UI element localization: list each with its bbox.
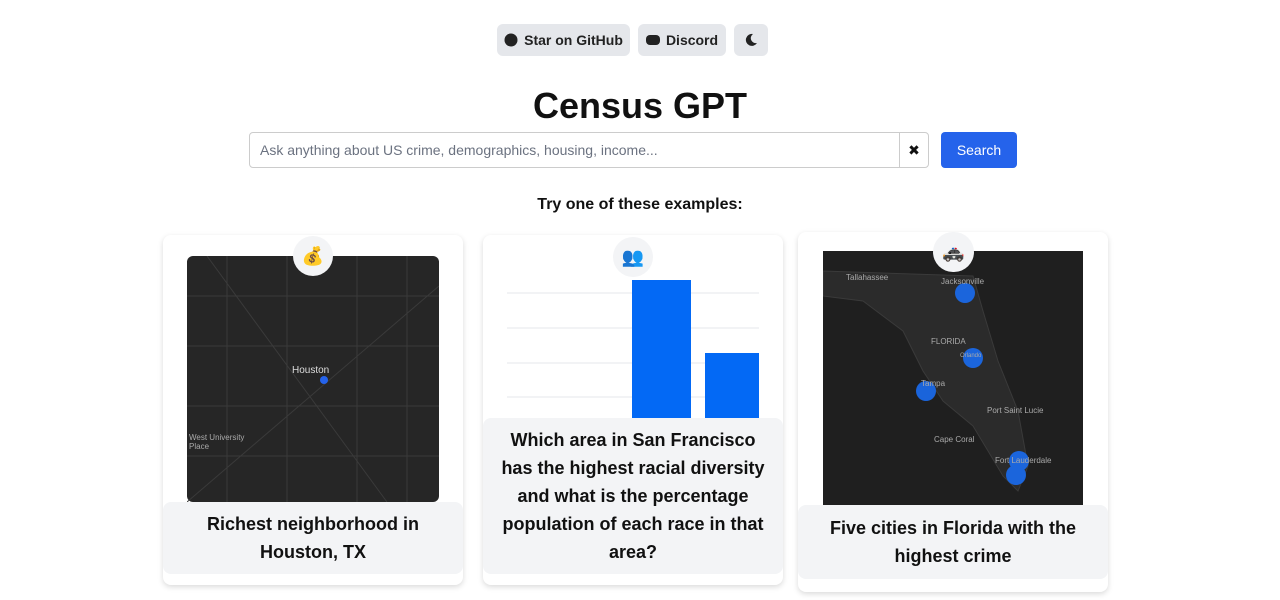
map-label: Fort Lauderdale — [995, 456, 1052, 465]
map-label: Port Saint Lucie — [987, 406, 1044, 415]
discord-icon — [645, 35, 660, 45]
map — [187, 256, 439, 502]
examples-heading: Try one of these examples: — [537, 196, 743, 213]
github-label: Star on GitHub — [524, 32, 623, 48]
map-label: Jacksonville — [941, 277, 985, 286]
map-label: Tampa — [921, 379, 946, 388]
map-label: Tallahassee — [846, 273, 889, 282]
map-label: FLORIDA — [931, 337, 966, 346]
example-card[interactable]: Tallahassee Jacksonville FLORIDA Orlando… — [798, 232, 1108, 592]
github-button[interactable]: Star on GitHub — [497, 24, 630, 56]
map — [823, 251, 1083, 505]
card-text: Which area in San Francisco has the high… — [483, 418, 783, 574]
chart-image — [507, 280, 759, 418]
search-input[interactable]: Ask anything about US crime, demographic… — [249, 132, 900, 168]
example-card[interactable]: 👥 Which area in San Francisco has the hi… — [483, 235, 783, 585]
map-label: Houston — [292, 365, 330, 376]
github-icon — [504, 33, 518, 47]
title: Census GPT — [532, 85, 748, 126]
discord-button[interactable]: Discord — [638, 24, 726, 56]
map-label: West University Place — [189, 433, 245, 451]
map-label: Orlando — [960, 353, 982, 359]
moon-icon — [745, 33, 757, 46]
card-text: Five cities in Florida with the highest … — [798, 505, 1108, 579]
card-icon: 💰 — [293, 236, 333, 276]
card-icon: 🚓 — [933, 232, 974, 272]
discord-label: Discord — [665, 32, 719, 48]
card-icon: 👥 — [613, 237, 653, 277]
theme-toggle[interactable] — [734, 24, 768, 56]
map-label: Cape Coral — [934, 435, 975, 444]
example-card[interactable]: Houston West University Place 💰 Richest … — [163, 235, 463, 585]
search-button[interactable]: Search — [941, 132, 1017, 168]
card-text: Richest neighborhood in Houston, TX — [163, 502, 463, 574]
clear-button[interactable]: ✖ — [899, 132, 929, 168]
